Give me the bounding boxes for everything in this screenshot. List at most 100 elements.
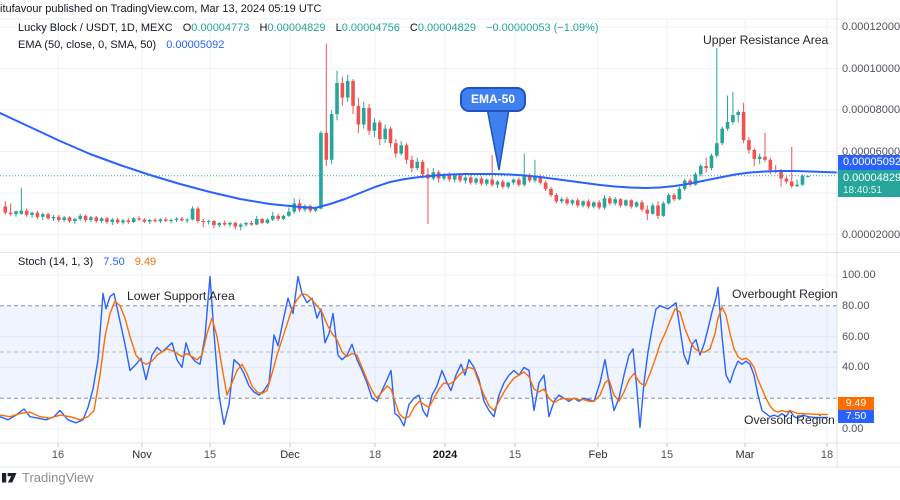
candle-down bbox=[575, 200, 580, 206]
last-price-tag: 0.00004829 18:40:51 bbox=[838, 170, 900, 197]
candle-up bbox=[495, 181, 500, 185]
candle-up bbox=[185, 219, 189, 221]
stoch-k-tag: 7.50 bbox=[838, 410, 874, 423]
candle-down bbox=[608, 198, 612, 204]
candle-down bbox=[142, 219, 147, 222]
candle-up bbox=[731, 114, 735, 123]
candle-up bbox=[581, 201, 585, 206]
candle-up bbox=[592, 202, 596, 207]
candle-up bbox=[442, 174, 446, 179]
candle-up bbox=[217, 223, 222, 226]
candle-up bbox=[661, 203, 666, 216]
candle-up bbox=[602, 198, 607, 208]
candle-down bbox=[367, 107, 371, 131]
time-axis-label: Nov bbox=[132, 449, 152, 461]
candle-up bbox=[736, 112, 741, 115]
ohlc-high-value: 0.00004829 bbox=[267, 22, 326, 34]
ema50-line bbox=[0, 112, 838, 209]
candle-up bbox=[699, 166, 703, 175]
candle-down bbox=[672, 195, 676, 200]
candle-down bbox=[153, 219, 157, 222]
candle-down bbox=[356, 105, 361, 125]
tradingview-logo-text: TradingView bbox=[22, 470, 94, 485]
candle-up bbox=[650, 205, 655, 214]
candle-down bbox=[351, 80, 355, 106]
ohlc-open-value: 0.00004773 bbox=[191, 22, 250, 34]
ema50-callout[interactable]: EMA-50 bbox=[460, 87, 526, 112]
candle-down bbox=[704, 166, 708, 169]
oversold-region-annotation: Oversold Region bbox=[744, 413, 835, 427]
stoch-d-line bbox=[0, 292, 828, 421]
candle-up bbox=[313, 208, 318, 211]
candle-up bbox=[452, 175, 457, 180]
time-axis-label: 15 bbox=[660, 449, 674, 461]
candle-up bbox=[110, 219, 115, 223]
ema-legend-value: 0.00005092 bbox=[166, 39, 225, 51]
candle-up bbox=[533, 176, 537, 181]
ema-legend-title: EMA (50, close, 0, SMA, 50) bbox=[18, 39, 157, 51]
candle-up bbox=[485, 179, 489, 184]
candle-down bbox=[201, 221, 206, 223]
candle-down bbox=[763, 156, 767, 160]
candle-down bbox=[501, 181, 505, 187]
candle-up bbox=[361, 107, 366, 125]
candle-up bbox=[511, 179, 516, 183]
candle-up bbox=[634, 202, 639, 207]
candle-down bbox=[768, 159, 773, 171]
candle-up bbox=[624, 200, 628, 206]
ohlc-low-value: 0.00004756 bbox=[341, 22, 400, 34]
candle-down bbox=[24, 210, 29, 215]
price-axis-label: 0.00006000 bbox=[842, 145, 900, 158]
tradingview-logo[interactable]: TradingView bbox=[2, 470, 94, 485]
candle-up bbox=[271, 215, 275, 220]
candle-down bbox=[784, 178, 789, 182]
time-axis-label: 15 bbox=[508, 449, 522, 461]
candle-down bbox=[527, 175, 532, 181]
candle-down bbox=[741, 112, 746, 141]
candle-up bbox=[147, 219, 152, 222]
candle-up bbox=[693, 174, 698, 185]
candle-up bbox=[506, 182, 510, 187]
candle-down bbox=[447, 174, 452, 180]
stoch-axis-label: 60.00 bbox=[842, 330, 870, 343]
ohlc-close-label: C bbox=[409, 22, 418, 34]
candle-up bbox=[244, 222, 248, 225]
symbol-legend[interactable]: Lucky Block / USDT, 1D, MEXC O0.00004773… bbox=[18, 22, 599, 34]
candle-down bbox=[640, 202, 644, 210]
time-axis-label: 15 bbox=[203, 449, 217, 461]
stoch-axis-label: 0.00 bbox=[842, 423, 864, 435]
candle-up bbox=[292, 203, 296, 212]
candle-down bbox=[378, 122, 382, 140]
stoch-legend[interactable]: Stoch (14, 1, 3) 7.50 9.49 bbox=[18, 256, 156, 268]
candle-down bbox=[67, 217, 72, 222]
candle-down bbox=[420, 161, 425, 175]
stoch-k-line bbox=[0, 275, 828, 429]
candle-down bbox=[57, 216, 61, 220]
candle-down bbox=[3, 206, 8, 213]
attribution-text: itufavour published on TradingView.com, … bbox=[0, 3, 322, 15]
candle-up bbox=[30, 212, 34, 215]
ema-legend[interactable]: EMA (50, close, 0, SMA, 50) 0.00005092 bbox=[18, 39, 224, 51]
tradingview-logo-icon bbox=[2, 473, 17, 483]
time-axis-label: Mar bbox=[735, 449, 755, 461]
candle-up bbox=[795, 184, 799, 187]
candle-up bbox=[73, 218, 77, 222]
upper-resistance-annotation: Upper Resistance Area bbox=[703, 33, 829, 47]
candle-up bbox=[474, 178, 478, 183]
stoch-axis-label: 40.00 bbox=[842, 361, 870, 374]
candle-up bbox=[666, 195, 671, 204]
ohlc-open-label: O bbox=[182, 22, 192, 34]
candle-up bbox=[559, 199, 564, 202]
candle-down bbox=[404, 145, 409, 160]
candle-up bbox=[190, 208, 195, 220]
ema-price-tag: 0.00005092 bbox=[838, 155, 900, 170]
candle-up bbox=[131, 218, 136, 223]
candle-down bbox=[276, 215, 280, 219]
candle-down bbox=[260, 218, 264, 223]
candle-down bbox=[490, 179, 494, 185]
candle-down bbox=[656, 205, 660, 216]
candle-down bbox=[137, 218, 141, 220]
candle-up bbox=[319, 132, 323, 209]
